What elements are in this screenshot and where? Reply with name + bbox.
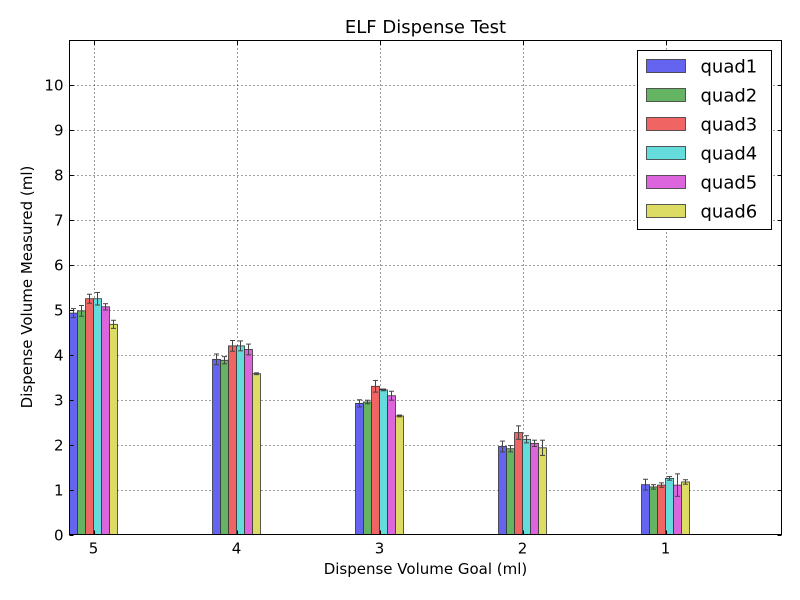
bar-quad3 bbox=[514, 432, 523, 535]
x-axis-label: Dispense Volume Goal (ml) bbox=[324, 560, 528, 578]
bar-quad2 bbox=[363, 401, 372, 535]
legend-box bbox=[637, 50, 772, 230]
bar-quad4 bbox=[93, 298, 102, 535]
bar-quad3 bbox=[228, 345, 237, 535]
axis-ticks: 0 1 2 3 4 5 6 7 8 9 10 5 4 3 2 1 bbox=[44, 40, 782, 558]
y-tick-label: 1 bbox=[54, 482, 64, 500]
bar-quad4 bbox=[236, 345, 245, 535]
legend-swatch-quad2 bbox=[646, 88, 686, 102]
bar-quad4 bbox=[522, 438, 531, 535]
legend-label-quad4: quad4 bbox=[701, 144, 758, 165]
x-tick-label: 1 bbox=[661, 540, 671, 558]
bar-quad1 bbox=[69, 312, 78, 535]
bar-quad5 bbox=[244, 349, 253, 535]
bar-quad6 bbox=[538, 447, 547, 535]
y-tick-label: 5 bbox=[54, 302, 64, 320]
legend-label-quad3: quad3 bbox=[701, 115, 758, 136]
bar-quad3 bbox=[371, 385, 380, 535]
x-tick-label: 5 bbox=[89, 540, 99, 558]
bar-quad2 bbox=[649, 486, 658, 535]
y-tick-label: 7 bbox=[54, 212, 64, 230]
bar-quad2 bbox=[220, 359, 229, 535]
bar-quad2 bbox=[77, 310, 86, 535]
bar-quad5 bbox=[387, 395, 396, 535]
legend-label-quad5: quad5 bbox=[701, 173, 758, 194]
bar-quad5 bbox=[530, 442, 539, 535]
legend-label-quad1: quad1 bbox=[701, 57, 758, 78]
legend-swatch-quad6 bbox=[646, 204, 686, 218]
x-tick-label: 2 bbox=[518, 540, 528, 558]
bar-quad6 bbox=[109, 323, 118, 535]
legend-swatch-quad3 bbox=[646, 117, 686, 131]
y-tick-label: 8 bbox=[54, 167, 64, 185]
y-tick-label: 9 bbox=[54, 122, 64, 140]
bar-quad6 bbox=[252, 373, 261, 535]
bars bbox=[69, 291, 690, 535]
bar-quad1 bbox=[641, 484, 650, 535]
bar-quad2 bbox=[506, 448, 515, 535]
y-axis-label: Dispense Volume Measured (ml) bbox=[18, 166, 36, 409]
legend-swatch-quad1 bbox=[646, 59, 686, 73]
y-tick-label: 10 bbox=[44, 77, 63, 95]
bar-quad6 bbox=[681, 481, 690, 535]
x-tick-label: 4 bbox=[232, 540, 242, 558]
bar-quad5 bbox=[101, 306, 110, 535]
legend-label-quad6: quad6 bbox=[701, 202, 758, 223]
y-tick-label: 2 bbox=[54, 437, 64, 455]
bar-quad4 bbox=[379, 389, 388, 535]
bar-quad4 bbox=[665, 477, 674, 535]
bar-quad1 bbox=[355, 402, 364, 535]
y-tick-label: 4 bbox=[54, 347, 64, 365]
y-tick-label: 0 bbox=[54, 527, 64, 545]
bar-quad1 bbox=[212, 358, 221, 535]
bar-quad1 bbox=[498, 446, 507, 535]
legend-label-quad2: quad2 bbox=[701, 86, 758, 107]
bar-quad3 bbox=[657, 484, 666, 535]
legend: quad1 quad2 quad3 quad4 quad5 quad6 bbox=[637, 50, 772, 230]
y-tick-label: 6 bbox=[54, 257, 64, 275]
bar-quad3 bbox=[85, 298, 94, 535]
plot-frame bbox=[69, 40, 782, 535]
grid bbox=[69, 40, 782, 535]
legend-swatch-quad5 bbox=[646, 175, 686, 189]
bar-quad6 bbox=[395, 415, 404, 535]
chart-title: ELF Dispense Test bbox=[345, 17, 506, 38]
y-tick-label: 3 bbox=[54, 392, 64, 410]
x-tick-label: 3 bbox=[375, 540, 385, 558]
legend-swatch-quad4 bbox=[646, 146, 686, 160]
